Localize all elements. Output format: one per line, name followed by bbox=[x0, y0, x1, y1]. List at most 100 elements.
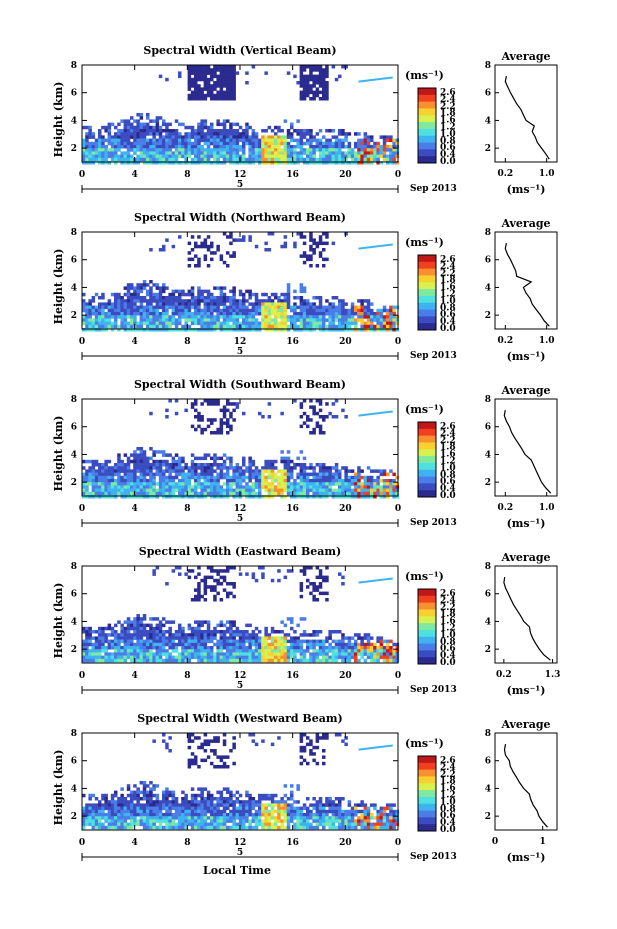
heatmap-cell bbox=[229, 591, 233, 596]
heatmap-cell bbox=[155, 299, 160, 303]
heatmap-cell bbox=[200, 148, 204, 152]
heatmap-cell bbox=[117, 636, 121, 640]
heatmap-cell bbox=[334, 646, 339, 650]
x-tick-label: 0 bbox=[395, 170, 401, 180]
heatmap-cell bbox=[238, 138, 243, 143]
heatmap-cell bbox=[274, 466, 278, 470]
heatmap-cell bbox=[341, 315, 345, 319]
heatmap-cell bbox=[126, 642, 131, 647]
heatmap-cell bbox=[357, 161, 361, 165]
heatmap-cell bbox=[213, 485, 217, 489]
heatmap-cell bbox=[325, 90, 329, 95]
heatmap-cell bbox=[283, 328, 288, 332]
heatmap-cell bbox=[85, 642, 89, 647]
heatmap-cell bbox=[184, 312, 188, 316]
heatmap-cell bbox=[264, 328, 268, 332]
heatmap-cell bbox=[142, 623, 147, 628]
heatmap-cell bbox=[194, 456, 198, 461]
heatmap-cell bbox=[245, 157, 249, 162]
heatmap-cell bbox=[200, 122, 204, 127]
heatmap-cell bbox=[120, 658, 124, 663]
heatmap-cell bbox=[328, 655, 332, 660]
colorbar-swatch bbox=[418, 135, 436, 144]
heatmap-cell bbox=[277, 145, 281, 149]
heatmap-cell bbox=[104, 129, 108, 133]
heatmap-cell bbox=[82, 151, 86, 155]
heatmap-cell bbox=[82, 646, 86, 650]
heatmap-cell bbox=[312, 639, 316, 644]
heatmap-cell bbox=[158, 315, 163, 319]
heatmap-cell bbox=[235, 161, 240, 165]
heatmap-cell bbox=[302, 466, 307, 470]
heatmap-cell bbox=[190, 424, 195, 429]
heatmap-cell bbox=[114, 642, 118, 647]
heatmap-cell bbox=[293, 289, 297, 294]
heatmap-cell bbox=[104, 491, 108, 496]
heatmap-cell bbox=[226, 418, 230, 422]
heatmap-cell bbox=[165, 652, 169, 656]
heatmap-cell bbox=[216, 456, 220, 461]
heatmap-cell bbox=[338, 488, 342, 493]
heatmap-cell bbox=[267, 642, 272, 647]
heatmap-cell bbox=[363, 491, 368, 496]
heatmap-cell bbox=[331, 415, 336, 419]
heatmap-cell bbox=[162, 472, 166, 477]
heatmap-cell bbox=[130, 312, 134, 316]
heatmap-cell bbox=[238, 157, 243, 162]
heatmap-cell bbox=[226, 424, 230, 429]
heatmap-cell bbox=[325, 97, 329, 101]
heatmap-cell bbox=[350, 636, 355, 640]
heatmap-cell bbox=[334, 482, 339, 486]
heatmap-cell bbox=[338, 321, 342, 326]
heatmap-cell bbox=[94, 318, 99, 322]
heatmap-cell bbox=[158, 626, 163, 631]
heatmap-cell bbox=[126, 308, 131, 313]
heatmap-cell bbox=[219, 87, 224, 91]
heatmap-cell bbox=[296, 151, 300, 155]
heatmap-cell bbox=[149, 617, 153, 621]
heatmap-cell bbox=[306, 161, 310, 165]
heatmap-cell bbox=[389, 488, 393, 493]
heatmap-cell bbox=[200, 241, 204, 246]
heatmap-cell bbox=[382, 148, 387, 152]
heatmap-cell bbox=[293, 479, 297, 483]
heatmap-cell bbox=[130, 135, 134, 139]
heatmap-cell bbox=[162, 244, 166, 249]
heatmap-cell bbox=[94, 305, 99, 310]
heatmap-cell bbox=[126, 299, 131, 303]
heatmap-cell bbox=[142, 491, 147, 496]
heatmap-cell bbox=[219, 286, 224, 290]
heatmap-cell bbox=[123, 151, 128, 155]
heatmap-cell bbox=[382, 157, 387, 162]
heatmap-cell bbox=[200, 469, 204, 473]
heatmap-cell bbox=[152, 658, 156, 663]
heatmap-cell bbox=[226, 408, 230, 413]
heatmap-cell bbox=[104, 800, 108, 804]
avg-y-tick-label: 4 bbox=[485, 450, 491, 460]
heatmap-cell bbox=[248, 649, 252, 653]
heatmap-cell bbox=[178, 305, 182, 310]
heatmap-cell bbox=[139, 655, 144, 660]
heatmap-cell bbox=[226, 135, 230, 139]
heatmap-cell bbox=[363, 315, 368, 319]
x-tick-label: 4 bbox=[132, 504, 138, 514]
heatmap-cell bbox=[184, 154, 188, 159]
heatmap-cell bbox=[357, 642, 361, 647]
heatmap-cell bbox=[318, 485, 323, 489]
heatmap-cell bbox=[107, 154, 112, 159]
heatmap-cell bbox=[197, 642, 201, 647]
heatmap-cell bbox=[114, 469, 118, 473]
heatmap-cell bbox=[325, 241, 329, 246]
heatmap-cell bbox=[136, 135, 140, 139]
heatmap-cell bbox=[366, 324, 371, 329]
heatmap-cell bbox=[146, 658, 150, 663]
heatmap-cell bbox=[210, 482, 214, 486]
heatmap-cell bbox=[206, 308, 211, 313]
heatmap-cell bbox=[85, 328, 89, 332]
heatmap-cell bbox=[248, 125, 252, 130]
heatmap-cell bbox=[226, 639, 230, 644]
heatmap-cell bbox=[194, 472, 198, 477]
heatmap-cell bbox=[242, 238, 246, 242]
heatmap-cell bbox=[331, 302, 336, 306]
heatmap-cell bbox=[85, 157, 89, 162]
